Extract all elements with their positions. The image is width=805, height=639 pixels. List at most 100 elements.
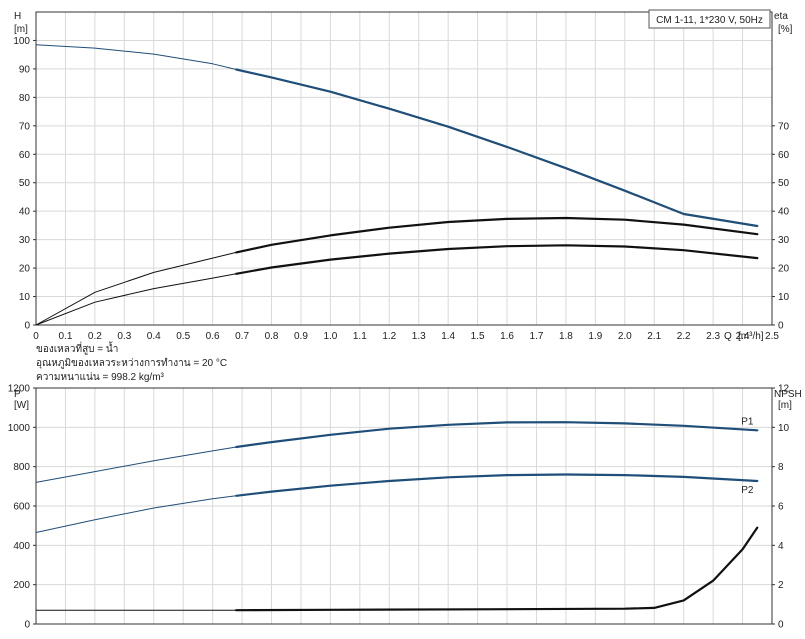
bottom-grid — [35, 387, 773, 625]
x-tick-label: 1.2 — [382, 331, 396, 342]
series-operating-range-P2 — [235, 473, 759, 497]
series-operating-range-npsh — [235, 526, 759, 612]
y-right-tick-label: 8 — [778, 462, 784, 473]
x-tick-label: 0.5 — [176, 331, 190, 342]
series-operating-range-P1 — [235, 421, 759, 449]
x-tick-label: 0.3 — [117, 331, 131, 342]
top-axes — [33, 11, 775, 326]
legend-box-label: CM 1-11, 1*230 V, 50Hz — [656, 15, 763, 26]
y-right-tick-label: 10 — [778, 423, 790, 434]
y-right-axis-label: NPSH — [774, 389, 802, 400]
x-tick-label: 0 — [33, 331, 39, 342]
y-right-axis-label: eta — [774, 11, 788, 22]
plot-frame — [35, 11, 773, 326]
y-right-tick-label: 12 — [778, 384, 790, 395]
y-right-tick-label: 6 — [778, 502, 784, 513]
note-density: ความหนาแน่น = 998.2 kg/m³ — [36, 372, 165, 383]
y-right-tick-label: 70 — [778, 121, 790, 132]
series-line-efficiency-upper — [35, 217, 758, 326]
head-efficiency-chart: 0 10 20 30 40 50 60 70 80 90 100 0 10 20 30 40 50 60 70 H [m… — [13, 9, 793, 342]
y-right-tick-label: 2 — [778, 580, 784, 591]
x-tick-label: 1.0 — [323, 331, 337, 342]
y-left-tick-label: 70 — [19, 121, 31, 132]
series-label-P1: P1 — [741, 416, 754, 427]
y-right-tick-label: 4 — [778, 541, 784, 552]
x-tick-label: 1.4 — [441, 331, 455, 342]
x-tick-label: 0.2 — [88, 331, 102, 342]
y-left-tick-label: 40 — [19, 207, 31, 218]
top-series — [35, 44, 759, 326]
y-left-tick-label: 90 — [19, 64, 31, 75]
y-right-axis-unit: [m] — [778, 400, 792, 411]
series-line-efficiency-lower — [35, 244, 758, 326]
y-right-tick-label: 50 — [778, 178, 790, 189]
y-right-tick-label: 20 — [778, 264, 790, 275]
y-right-tick-label: 60 — [778, 150, 790, 161]
series-operating-range-efficiency-upper — [235, 216, 759, 254]
x-tick-label: 1.7 — [530, 331, 544, 342]
series-line-P2 — [35, 474, 758, 533]
top-grid — [35, 11, 773, 326]
x-axis-label: Q — [724, 331, 732, 342]
x-tick-label: 2.2 — [677, 331, 691, 342]
series-line-head — [35, 44, 758, 227]
x-tick-label: 2.4 — [736, 331, 750, 342]
x-tick-label: 0.4 — [147, 331, 161, 342]
x-tick-label: 2.0 — [618, 331, 632, 342]
y-left-tick-label: 200 — [13, 580, 30, 591]
series-operating-range-efficiency-lower — [235, 244, 759, 275]
y-left-tick-label: 600 — [13, 502, 30, 513]
bottom-series — [35, 421, 759, 612]
y-right-axis-unit: [%] — [778, 24, 793, 35]
x-tick-label: 1.9 — [588, 331, 602, 342]
fluid-notes: ของเหลวที่สูบ = น้ำ อุณหภูมิของเหลวระหว่… — [36, 341, 227, 383]
x-axis-unit: [m³/h] — [738, 331, 764, 342]
y-left-axis-label: H — [14, 11, 21, 22]
x-tick-label: 0.7 — [235, 331, 249, 342]
x-tick-label: 2.3 — [706, 331, 720, 342]
x-tick-label: 2.5 — [765, 331, 779, 342]
y-left-tick-label: 80 — [19, 93, 31, 104]
x-tick-label: 1.5 — [471, 331, 485, 342]
x-tick-label: 1.1 — [353, 331, 367, 342]
y-right-tick-label: 0 — [778, 321, 784, 332]
x-tick-label: 0.6 — [206, 331, 220, 342]
y-left-tick-label: 10 — [19, 292, 31, 303]
x-tick-label: 1.8 — [559, 331, 573, 342]
power-npsh-chart: 0 200 400 600 800 1000 1200 0 2 4 6 8 10 12 P[W] NPSH[m… — [8, 384, 802, 631]
x-tick-label: 1.6 — [500, 331, 514, 342]
y-right-tick-label: 0 — [778, 620, 784, 631]
legend-box — [648, 9, 771, 29]
y-left-tick-label: 800 — [13, 462, 30, 473]
x-tick-label: 0.1 — [58, 331, 72, 342]
series-operating-range-head — [235, 68, 759, 228]
y-left-axis-unit: [m] — [14, 24, 28, 35]
note-temperature: อุณหภูมิของเหลวระหว่างการทำงาน = 20 °C — [36, 358, 227, 369]
x-tick-label: 0.8 — [265, 331, 279, 342]
y-left-tick-label: 60 — [19, 150, 31, 161]
y-left-axis-label: P — [14, 389, 21, 400]
y-left-axis-unit: [W] — [14, 400, 29, 411]
y-left-tick-label: 400 — [13, 541, 30, 552]
bottom-labels: 0 200 400 600 800 1000 1200 0 2 4 6 8 10 12 P[W] NPSH[m… — [8, 384, 802, 631]
y-right-tick-label: 30 — [778, 235, 790, 246]
series-label-P2: P2 — [741, 485, 754, 496]
y-left-tick-label: 1200 — [8, 384, 31, 395]
y-left-tick-label: 1000 — [8, 423, 31, 434]
y-left-tick-label: 100 — [13, 36, 30, 47]
y-left-tick-label: 20 — [19, 264, 31, 275]
x-tick-label: 1.3 — [412, 331, 426, 342]
note-fluid: ของเหลวที่สูบ = น้ำ — [36, 341, 118, 355]
series-line-P1 — [35, 421, 758, 483]
bottom-axes — [33, 387, 775, 625]
x-tick-label: 0.9 — [294, 331, 308, 342]
y-left-tick-label: 0 — [24, 620, 30, 631]
top-labels: 0 10 20 30 40 50 60 70 80 90 100 0 10 20 30 40 50 60 70 H [m… — [13, 9, 793, 342]
y-left-tick-label: 50 — [19, 178, 31, 189]
series-line-npsh — [36, 527, 758, 611]
y-left-tick-label: 30 — [19, 235, 31, 246]
y-left-tick-label: 0 — [24, 321, 30, 332]
y-right-tick-label: 40 — [778, 207, 790, 218]
y-right-tick-label: 10 — [778, 292, 790, 303]
